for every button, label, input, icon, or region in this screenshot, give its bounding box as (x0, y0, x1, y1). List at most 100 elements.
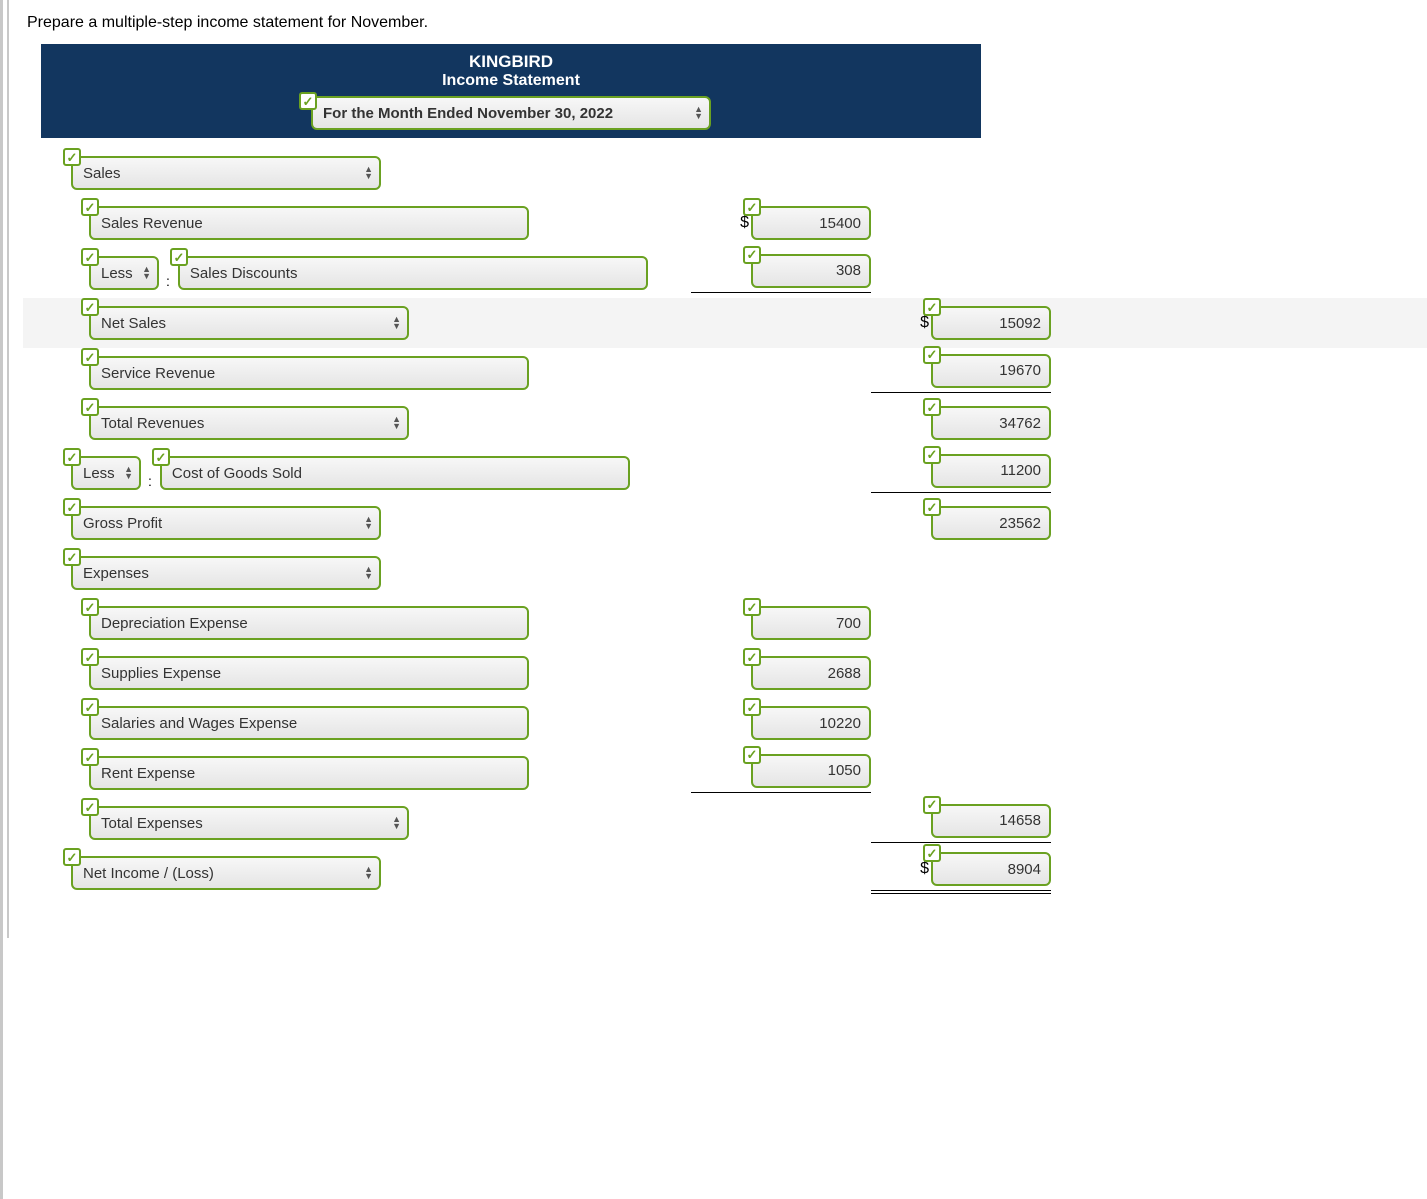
sales-revenue-value[interactable]: ✓ 15400 (751, 206, 871, 240)
row-total-revenues: ✓ Total Revenues ▲▼ ✓ 34762 (23, 398, 1427, 448)
salaries-expense-input[interactable]: ✓ Salaries and Wages Expense (89, 706, 529, 740)
row-service-revenue: ✓ Service Revenue ✓ 19670 (23, 348, 1427, 398)
check-icon: ✓ (81, 348, 99, 366)
sales-discounts-value[interactable]: ✓ 308 (751, 254, 871, 288)
row-net-income: ✓ Net Income / (Loss) ▲▼ $ ✓ 8904 (23, 848, 1427, 898)
net-sales-value[interactable]: ✓ 15092 (931, 306, 1051, 340)
depreciation-expense-amount: 700 (836, 615, 861, 632)
statement-header: KINGBIRD Income Statement ✓ For the Mont… (41, 44, 981, 138)
less-select-2[interactable]: ✓ Less ▲▼ (71, 456, 141, 490)
check-icon: ✓ (170, 248, 188, 266)
check-icon: ✓ (81, 598, 99, 616)
question-prompt: Prepare a multiple-step income statement… (27, 14, 1427, 32)
service-revenue-value[interactable]: ✓ 19670 (931, 354, 1051, 388)
check-icon: ✓ (743, 648, 761, 666)
net-sales-label: Net Sales (101, 315, 166, 332)
total-expenses-select[interactable]: ✓ Total Expenses ▲▼ (89, 806, 409, 840)
currency-symbol: $ (920, 860, 929, 878)
salaries-expense-value[interactable]: ✓ 10220 (751, 706, 871, 740)
total-revenues-amount: 34762 (999, 415, 1041, 432)
net-income-select[interactable]: ✓ Net Income / (Loss) ▲▼ (71, 856, 381, 890)
row-cogs: ✓ Less ▲▼ : ✓ Cost of Goods Sold ✓ (23, 448, 1427, 498)
row-supplies-expense: ✓ Supplies Expense ✓ 2688 (23, 648, 1427, 698)
check-icon: ✓ (743, 246, 761, 264)
row-salaries-expense: ✓ Salaries and Wages Expense ✓ 10220 (23, 698, 1427, 748)
check-icon: ✓ (923, 446, 941, 464)
stepper-icon: ▲▼ (364, 566, 373, 580)
supplies-expense-amount: 2688 (828, 665, 861, 682)
rent-expense-amount: 1050 (828, 762, 861, 779)
check-icon: ✓ (152, 448, 170, 466)
gross-profit-select[interactable]: ✓ Gross Profit ▲▼ (71, 506, 381, 540)
expenses-heading-label: Expenses (83, 565, 149, 582)
check-icon: ✓ (743, 598, 761, 616)
net-sales-amount: 15092 (999, 315, 1041, 332)
less-label-1: Less (101, 265, 133, 282)
rent-expense-value[interactable]: ✓ 1050 (751, 754, 871, 788)
gross-profit-amount: 23562 (999, 515, 1041, 532)
service-revenue-input[interactable]: ✓ Service Revenue (89, 356, 529, 390)
stepper-icon: ▲▼ (364, 516, 373, 530)
depreciation-expense-input[interactable]: ✓ Depreciation Expense (89, 606, 529, 640)
stepper-icon: ▲▼ (124, 466, 133, 480)
check-icon: ✓ (63, 448, 81, 466)
total-expenses-label: Total Expenses (101, 815, 203, 832)
check-icon: ✓ (743, 746, 761, 764)
total-revenues-select[interactable]: ✓ Total Revenues ▲▼ (89, 406, 409, 440)
check-icon: ✓ (81, 298, 99, 316)
row-sales-heading: ✓ Sales ▲▼ (23, 148, 1427, 198)
rent-expense-input[interactable]: ✓ Rent Expense (89, 756, 529, 790)
row-gross-profit: ✓ Gross Profit ▲▼ ✓ 23562 (23, 498, 1427, 548)
check-icon: ✓ (63, 848, 81, 866)
check-icon: ✓ (743, 198, 761, 216)
total-revenues-value[interactable]: ✓ 34762 (931, 406, 1051, 440)
row-sales-discounts: ✓ Less ▲▼ : ✓ Sales Discounts ✓ 308 (23, 248, 1427, 298)
check-icon: ✓ (81, 798, 99, 816)
currency-symbol: $ (740, 214, 749, 232)
cogs-value[interactable]: ✓ 11200 (931, 454, 1051, 488)
supplies-expense-input[interactable]: ✓ Supplies Expense (89, 656, 529, 690)
stepper-icon: ▲▼ (392, 316, 401, 330)
check-icon: ✓ (81, 398, 99, 416)
check-icon: ✓ (923, 346, 941, 364)
supplies-expense-value[interactable]: ✓ 2688 (751, 656, 871, 690)
check-icon: ✓ (923, 796, 941, 814)
less-select-1[interactable]: ✓ Less ▲▼ (89, 256, 159, 290)
stepper-icon: ▲▼ (142, 266, 151, 280)
stepper-icon: ▲▼ (694, 106, 703, 120)
check-icon: ✓ (81, 198, 99, 216)
row-total-expenses: ✓ Total Expenses ▲▼ ✓ 14658 (23, 798, 1427, 848)
period-select[interactable]: ✓ For the Month Ended November 30, 2022 … (311, 96, 711, 130)
period-label: For the Month Ended November 30, 2022 (323, 105, 613, 122)
content-border: Prepare a multiple-step income statement… (7, 0, 1427, 938)
cogs-label: Cost of Goods Sold (172, 465, 302, 482)
check-icon: ✓ (81, 748, 99, 766)
net-income-value[interactable]: ✓ 8904 (931, 852, 1051, 886)
net-income-amount: 8904 (1008, 861, 1041, 878)
statement-title: Income Statement (41, 72, 981, 96)
check-icon: ✓ (299, 92, 317, 110)
sales-revenue-input[interactable]: ✓ Sales Revenue (89, 206, 529, 240)
salaries-expense-amount: 10220 (819, 715, 861, 732)
stepper-icon: ▲▼ (392, 416, 401, 430)
stepper-icon: ▲▼ (364, 166, 373, 180)
statement-body: ✓ Sales ▲▼ ✓ Sales Revenue (23, 148, 1427, 898)
sales-heading-label: Sales (83, 165, 121, 182)
depreciation-expense-value[interactable]: ✓ 700 (751, 606, 871, 640)
check-icon: ✓ (81, 648, 99, 666)
net-sales-select[interactable]: ✓ Net Sales ▲▼ (89, 306, 409, 340)
cogs-input[interactable]: ✓ Cost of Goods Sold (160, 456, 630, 490)
total-expenses-value[interactable]: ✓ 14658 (931, 804, 1051, 838)
expenses-heading-select[interactable]: ✓ Expenses ▲▼ (71, 556, 381, 590)
sales-discounts-amount: 308 (836, 262, 861, 279)
sales-discounts-input[interactable]: ✓ Sales Discounts (178, 256, 648, 290)
colon: : (148, 473, 152, 489)
colon: : (166, 273, 170, 289)
gross-profit-value[interactable]: ✓ 23562 (931, 506, 1051, 540)
check-icon: ✓ (63, 548, 81, 566)
cogs-amount: 11200 (1000, 462, 1041, 479)
total-revenues-label: Total Revenues (101, 415, 204, 432)
check-icon: ✓ (923, 498, 941, 516)
sales-revenue-amount: 15400 (819, 215, 861, 232)
sales-heading-select[interactable]: ✓ Sales ▲▼ (71, 156, 381, 190)
